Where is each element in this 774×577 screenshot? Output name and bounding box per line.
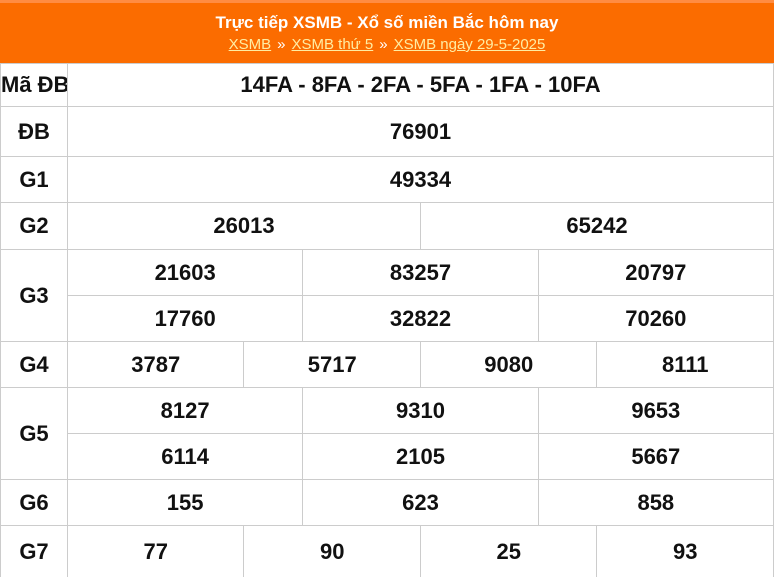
prize-label-g6: G6 bbox=[0, 479, 68, 526]
result-cell-madb-codes: 14FA - 8FA - 2FA - 5FA - 1FA - 10FA bbox=[67, 63, 774, 107]
result-cell-g3-4: 17760 bbox=[66, 295, 304, 342]
table-row-g4: G4 3787 5717 9080 8111 bbox=[0, 341, 774, 388]
prize-label-g7: G7 bbox=[0, 525, 68, 577]
result-cell-g3-3: 20797 bbox=[537, 249, 774, 296]
table-row-g3a: G3 21603 83257 20797 bbox=[0, 249, 774, 342]
result-cell-g5-1: 8127 bbox=[66, 387, 304, 434]
page-title: Trực tiếp XSMB - Xổ số miền Bắc hôm nay bbox=[215, 13, 559, 32]
result-cell-g7-1: 77 bbox=[66, 525, 245, 577]
result-cell-g7-4: 93 bbox=[596, 525, 774, 577]
breadcrumb-separator-icon: » bbox=[277, 36, 286, 53]
result-cell-g6-2: 623 bbox=[302, 479, 539, 526]
table-row-g3b: 17760 32822 70260 bbox=[1, 295, 774, 342]
result-cell-g5-3: 9653 bbox=[537, 387, 774, 434]
result-cell-g4-2: 5717 bbox=[243, 341, 421, 388]
prize-label-g4: G4 bbox=[0, 341, 68, 388]
table-row-g5b: 6114 2105 5667 bbox=[1, 433, 774, 480]
prize-label-madb: Mã ĐB bbox=[0, 63, 68, 107]
table-row-db: ĐB 76901 bbox=[0, 106, 774, 157]
result-cell-g6-1: 155 bbox=[66, 479, 304, 526]
breadcrumb-separator-icon: » bbox=[379, 36, 388, 53]
result-cell-g7-3: 25 bbox=[419, 525, 598, 577]
prize-label-g5: G5 bbox=[0, 387, 68, 480]
result-cell-g4-3: 9080 bbox=[419, 341, 598, 388]
breadcrumb-link-xsmb-thu-5[interactable]: XSMB thứ 5 bbox=[291, 36, 374, 53]
result-cell-g3-6: 70260 bbox=[537, 295, 774, 342]
result-cell-g7-2: 90 bbox=[243, 525, 421, 577]
prize-label-g1: G1 bbox=[0, 156, 68, 203]
breadcrumb-link-xsmb-ngay-29-5-2025[interactable]: XSMB ngày 29-5-2025 bbox=[393, 36, 546, 53]
result-cell-db: 76901 bbox=[67, 106, 774, 157]
table-row-g5a: G5 8127 9310 9653 bbox=[0, 387, 774, 480]
results-table: Mã ĐB 14FA - 8FA - 2FA - 5FA - 1FA - 10F… bbox=[0, 63, 774, 577]
table-row-madb: Mã ĐB 14FA - 8FA - 2FA - 5FA - 1FA - 10F… bbox=[0, 63, 774, 107]
table-row-g7: G7 77 90 25 93 bbox=[0, 525, 774, 577]
result-cell-g1: 49334 bbox=[67, 156, 774, 203]
result-cell-g3-1: 21603 bbox=[66, 249, 304, 296]
prize-label-db: ĐB bbox=[0, 106, 68, 157]
result-cell-g5-2: 9310 bbox=[302, 387, 539, 434]
result-cell-g3-2: 83257 bbox=[302, 249, 539, 296]
prize-label-g2: G2 bbox=[0, 202, 68, 250]
result-cell-g5-4: 6114 bbox=[66, 433, 304, 480]
result-cell-g2-2: 65242 bbox=[419, 202, 774, 250]
prize-label-g3: G3 bbox=[0, 249, 68, 342]
result-cell-g5-5: 2105 bbox=[302, 433, 539, 480]
breadcrumb-link-xsmb[interactable]: XSMB bbox=[228, 36, 272, 53]
table-row-g6: G6 155 623 858 bbox=[0, 479, 774, 526]
result-cell-g5-6: 5667 bbox=[537, 433, 774, 480]
result-cell-g4-4: 8111 bbox=[596, 341, 774, 388]
result-cell-g4-1: 3787 bbox=[66, 341, 245, 388]
breadcrumb: XSMB » XSMB thứ 5 » XSMB ngày 29-5-2025 bbox=[229, 35, 546, 54]
table-row-g1: G1 49334 bbox=[0, 156, 774, 203]
result-cell-g6-3: 858 bbox=[537, 479, 774, 526]
page-header: Trực tiếp XSMB - Xổ số miền Bắc hôm nay … bbox=[0, 0, 774, 63]
result-cell-g3-5: 32822 bbox=[302, 295, 539, 342]
table-row-g2: G2 26013 65242 bbox=[0, 202, 774, 250]
result-cell-g2-1: 26013 bbox=[67, 202, 421, 250]
